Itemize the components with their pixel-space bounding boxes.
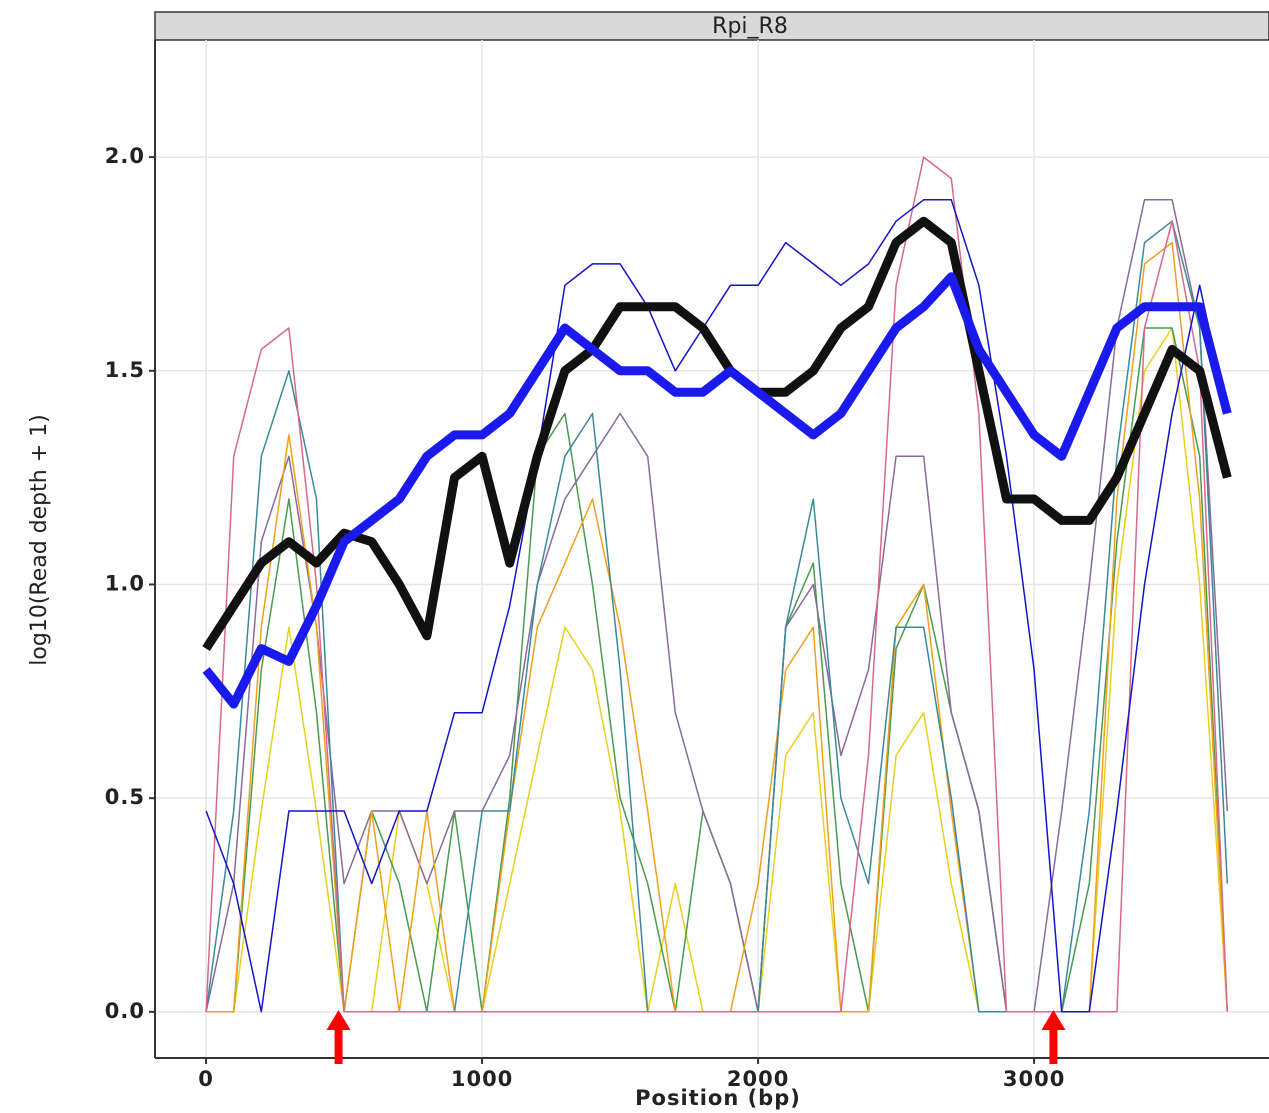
- marker-arrow: [326, 1010, 351, 1064]
- y-tick-label: 0.0: [105, 999, 145, 1023]
- y-axis-title: log10(Read depth + 1): [27, 414, 52, 665]
- series-line: [202, 216, 1232, 652]
- x-tick-label: 1000: [451, 1067, 513, 1091]
- series-line: [205, 220, 1229, 1013]
- y-tick-label: 1.0: [105, 571, 145, 595]
- strip: [154, 11, 1269, 41]
- y-tick-label: 1.5: [105, 358, 145, 382]
- chart-title: Rpi_R8: [712, 14, 788, 39]
- grid: [155, 40, 1269, 1058]
- marker-arrow: [1041, 1010, 1066, 1064]
- x-tick-label: 0: [198, 1067, 214, 1091]
- series-line: [206, 241, 1229, 1013]
- x-tick-label: 2000: [727, 1067, 789, 1091]
- y-tick-label: 0.5: [105, 785, 145, 809]
- series-line: [205, 199, 1229, 1013]
- series-line: [205, 156, 1229, 1013]
- series-line: [205, 199, 1229, 1013]
- series-line: [202, 272, 1232, 709]
- x-axis-title: Position (bp): [635, 1086, 801, 1110]
- lines: [202, 156, 1232, 1013]
- y-tick-label: 2.0: [105, 144, 145, 168]
- x-tick-label: 3000: [1003, 1067, 1065, 1091]
